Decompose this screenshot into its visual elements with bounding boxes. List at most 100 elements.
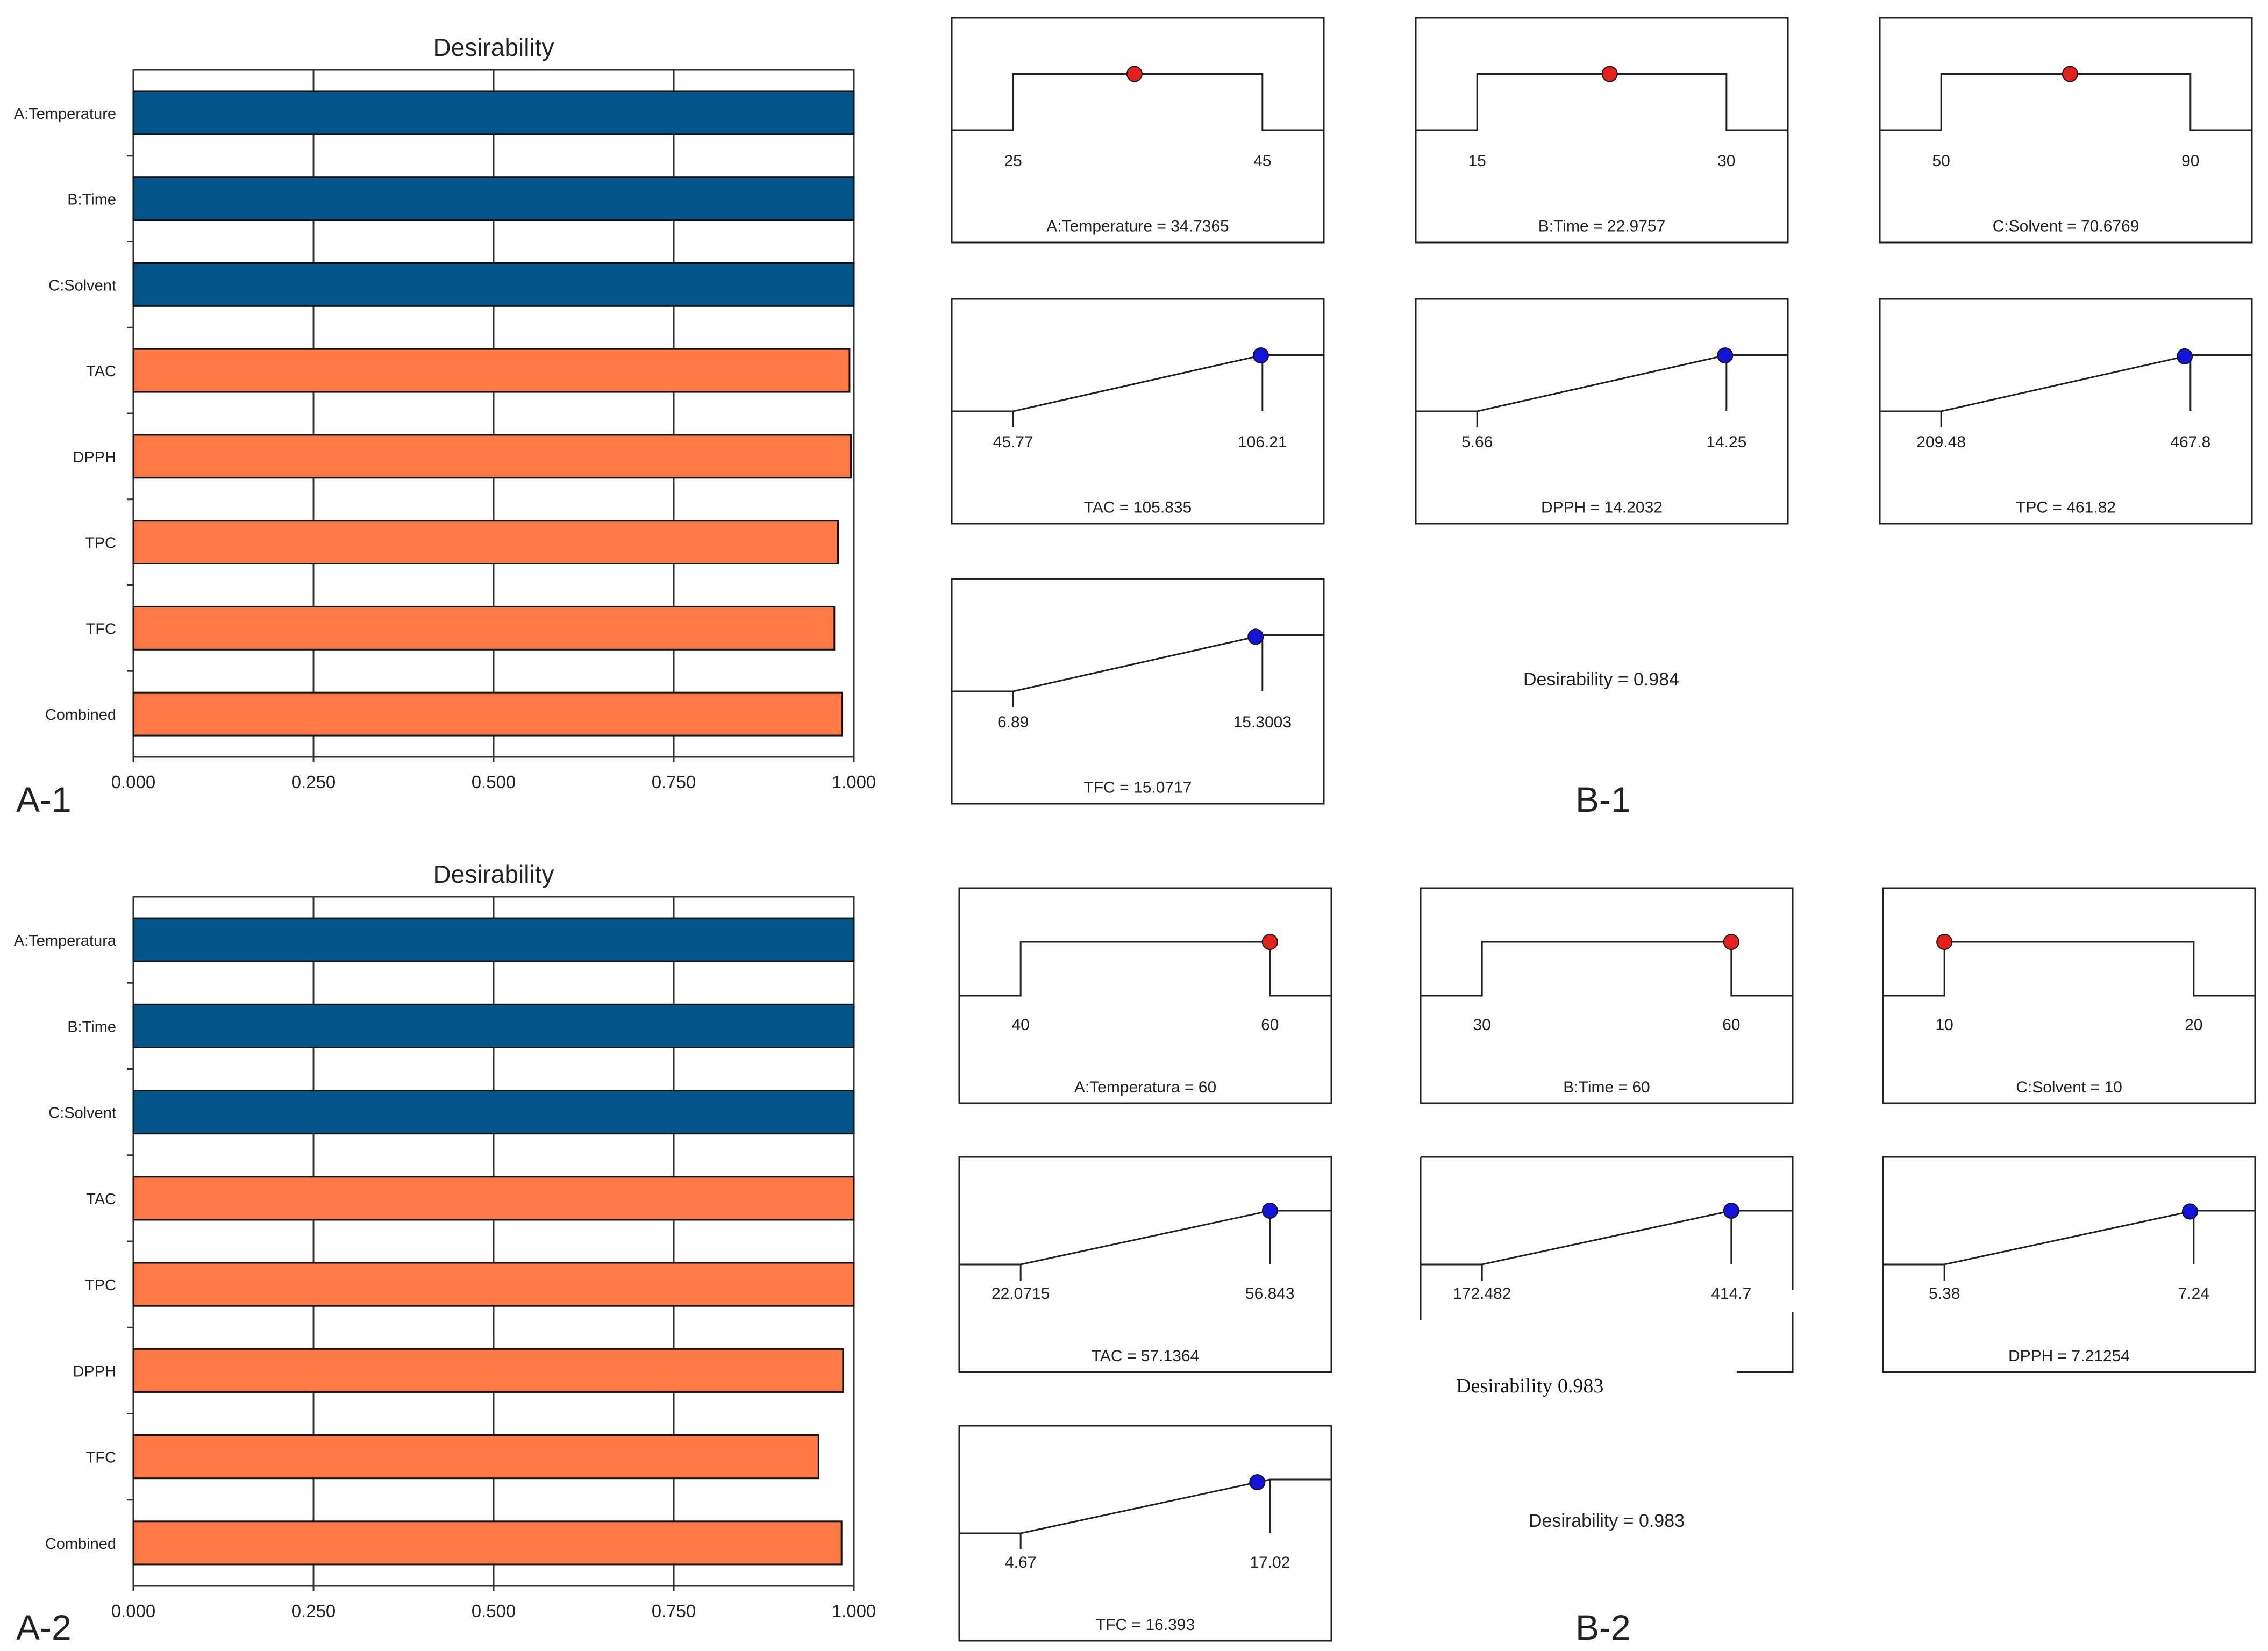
setting-caption: A:Temperatura = 60: [1074, 1078, 1216, 1096]
setting-marker: [1601, 66, 1618, 82]
x-tick-label: 0.750: [652, 772, 696, 792]
setting-marker: [1723, 934, 1739, 950]
setting-marker: [2181, 1203, 2198, 1220]
bar: [132, 1003, 855, 1048]
setting-marker: [1717, 347, 1734, 364]
setting-marker: [1261, 1203, 1278, 1219]
category-label: B:Time: [67, 1018, 116, 1035]
setting-marker: [1247, 628, 1264, 645]
panel-a1-bar-chart: Desirability 0.000 0.250 0.500 0.750 1.000 A:T…: [14, 33, 876, 792]
low-limit-label: 172.482: [1453, 1285, 1511, 1303]
category-label: DPPH: [73, 1363, 116, 1380]
panel-label-b2: B-2: [1575, 1607, 1631, 1647]
category-label: TPC: [85, 1277, 116, 1294]
low-limit-label: 209.48: [1916, 433, 1966, 451]
low-limit-label: 30: [1473, 1016, 1490, 1034]
category-label: TAC: [86, 363, 116, 380]
bar: [132, 1520, 843, 1566]
low-limit-label: 22.0715: [992, 1285, 1050, 1303]
bar: [132, 434, 852, 479]
high-limit-label: 60: [1722, 1016, 1740, 1034]
x-tick-label: 0.250: [291, 772, 336, 792]
panel-label-a1: A-1: [16, 780, 72, 819]
low-limit-label: 50: [1932, 152, 1950, 170]
low-limit-label: 5.38: [1929, 1285, 1960, 1303]
category-label: C:Solvent: [48, 1105, 116, 1122]
desirability-ramp: [1416, 354, 1788, 412]
setting-caption: B:Time = 60: [1563, 1078, 1650, 1096]
category-label: TAC: [86, 1191, 116, 1208]
desirability-ramp: [959, 1210, 1331, 1266]
bar: [132, 1434, 819, 1480]
low-limit-label: 5.66: [1461, 433, 1493, 451]
setting-caption: DPPH = 7.21254: [2008, 1347, 2130, 1365]
setting-marker: [1723, 1203, 1739, 1219]
setting-marker: [1249, 1474, 1266, 1491]
setting-caption: C:Solvent = 70.6769: [1993, 217, 2139, 235]
desirability-ramp: [1421, 1210, 1793, 1266]
panel-a2-bar-chart: Desirability 0.000 0.250 0.500 0.750 1.000 A:T…: [14, 860, 876, 1621]
x-tick-label: 0.000: [111, 772, 156, 792]
overall-desirability-label: Desirability = 0.983: [1529, 1511, 1685, 1531]
desirability-ramp: [1883, 941, 2255, 997]
low-limit-label: 15: [1468, 152, 1486, 170]
bar: [132, 348, 851, 393]
category-label: TPC: [85, 535, 116, 552]
setting-caption: DPPH = 14.2032: [1541, 498, 1663, 516]
desirability-ramp: [959, 1478, 1331, 1534]
bar: [132, 176, 855, 221]
category-label: Combined: [45, 1535, 116, 1553]
category-label: B:Time: [67, 191, 116, 209]
setting-caption: TFC = 16.393: [1096, 1616, 1195, 1634]
panel-label-a2: A-2: [16, 1607, 72, 1647]
setting-caption: C:Solvent = 10: [2016, 1078, 2122, 1096]
setting-caption: TAC = 57.1364: [1092, 1347, 1199, 1365]
desirability-ramp: [1416, 73, 1788, 131]
b2-inline-desirability-note: Desirability 0.983: [1456, 1375, 1603, 1397]
x-tick-label: 0.500: [472, 1601, 516, 1621]
low-limit-label: 6.89: [997, 713, 1029, 731]
desirability-ramp: [1880, 73, 2252, 131]
desirability-ramp: [952, 354, 1324, 412]
bar: [132, 1090, 855, 1135]
desirability-ramp: [952, 634, 1324, 692]
chart-title: Desirability: [433, 860, 554, 888]
panel-frame: [1421, 1156, 1794, 1290]
high-limit-label: 45: [1253, 152, 1271, 170]
low-limit-label: 4.67: [1005, 1554, 1036, 1571]
category-label: A:Temperature: [14, 105, 116, 123]
high-limit-label: 20: [2185, 1016, 2202, 1034]
category-label: TFC: [86, 620, 116, 638]
category-label: A:Temperatura: [14, 932, 117, 949]
bar: [132, 605, 836, 651]
high-limit-label: 90: [2181, 152, 2199, 170]
x-tick-label: 0.000: [111, 1601, 156, 1621]
x-tick-label: 1.000: [832, 772, 876, 792]
desirability-ramp: [959, 941, 1331, 997]
desirability-ramp: [1421, 941, 1793, 997]
high-limit-label: 467.8: [2170, 433, 2210, 451]
setting-caption: TPC = 461.82: [2016, 498, 2116, 516]
x-tick-label: 1.000: [832, 1601, 876, 1621]
x-tick-label: 0.250: [291, 1601, 336, 1621]
setting-caption: B:Time = 22.9757: [1538, 217, 1666, 235]
setting-caption: TAC = 105.835: [1084, 498, 1192, 516]
low-limit-label: 25: [1004, 152, 1022, 170]
high-limit-label: 14.25: [1706, 433, 1746, 451]
category-label: Combined: [45, 706, 116, 724]
category-label: DPPH: [73, 449, 116, 466]
setting-marker: [1936, 934, 1953, 950]
desirability-ramp: [952, 73, 1324, 131]
high-limit-label: 106.21: [1238, 433, 1287, 451]
bar: [132, 1348, 844, 1393]
desirability-ramp: [1880, 354, 2252, 412]
bar: [132, 262, 855, 307]
high-limit-label: 30: [1717, 152, 1735, 170]
high-limit-label: 414.7: [1711, 1285, 1751, 1303]
x-tick-label: 0.750: [652, 1601, 696, 1621]
bar: [132, 917, 855, 962]
bar: [132, 1262, 855, 1307]
bar: [132, 520, 839, 565]
desirability-ramp: [1883, 1210, 2255, 1266]
